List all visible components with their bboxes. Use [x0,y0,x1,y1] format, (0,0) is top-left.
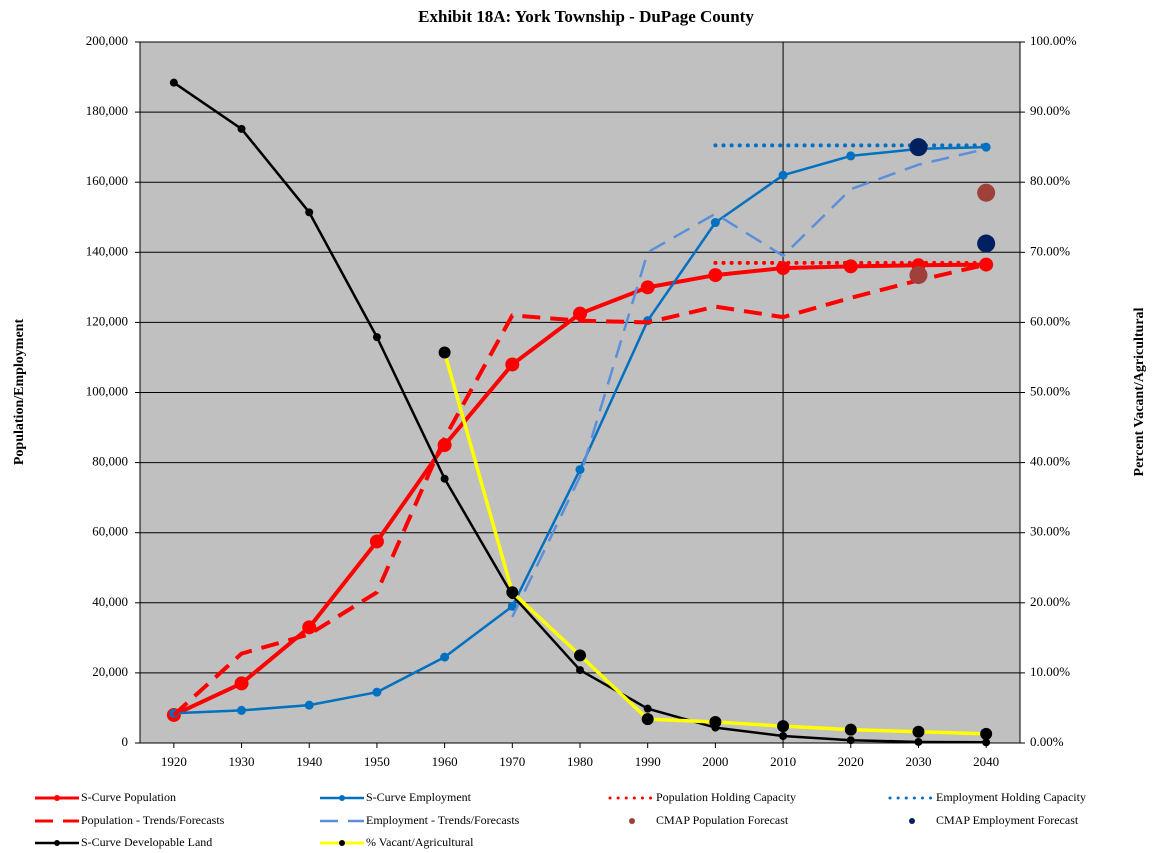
x-tick-label: 2020 [838,754,864,769]
y-tick-label: 80,000 [92,454,128,469]
y2-tick-label: 40.00% [1030,454,1070,469]
y-tick-label: 180,000 [86,103,128,118]
y-tick-label: 0 [122,734,129,749]
x-tick-label: 2030 [905,754,931,769]
legend-label: CMAP Population Forecast [656,813,789,827]
series-marker [304,700,314,710]
series-marker [977,234,996,253]
legend-marker [909,818,915,824]
legend-label: Population Holding Capacity [656,790,796,804]
series-marker [438,346,451,359]
x-tick-label: 1920 [161,754,187,769]
x-tick-label: 2000 [702,754,728,769]
y-tick-label: 40,000 [92,594,128,609]
x-tick-label: 1960 [432,754,458,769]
series-marker [846,736,855,745]
y-tick-label: 140,000 [86,243,128,258]
x-tick-label: 1940 [296,754,322,769]
series-marker [237,124,246,133]
series-marker [641,713,654,726]
y2-tick-label: 20.00% [1030,594,1070,609]
y2-tick-label: 60.00% [1030,313,1070,328]
legend-marker [629,818,635,824]
legend-marker [339,795,345,801]
legend-label: Population - Trends/Forecasts [81,813,225,827]
legend-label: S-Curve Population [81,790,176,804]
series-marker [708,268,723,283]
series-marker [643,704,652,713]
y-axis-label: Population/Employment [12,319,27,466]
y2-tick-label: 10.00% [1030,664,1070,679]
y2-tick-label: 30.00% [1030,524,1070,539]
series-marker [912,725,925,738]
legend-marker [339,840,345,846]
y2-tick-label: 50.00% [1030,383,1070,398]
y-tick-label: 20,000 [92,664,128,679]
x-tick-label: 1950 [364,754,390,769]
y-tick-label: 160,000 [86,173,128,188]
series-marker [169,78,178,87]
series-marker [710,218,720,228]
series-marker [846,151,856,161]
x-tick-label: 2040 [973,754,999,769]
legend-marker [54,840,60,846]
y2-tick-label: 70.00% [1030,243,1070,258]
series-marker [440,652,450,662]
series-marker [914,737,923,746]
y-tick-label: 100,000 [86,383,128,398]
legend-label: S-Curve Employment [366,790,472,804]
series-marker [909,266,928,285]
series-marker [372,687,382,697]
series-marker [640,280,655,295]
chart-title: Exhibit 18A: York Township - DuPage Coun… [418,7,754,26]
x-tick-label: 2010 [770,754,796,769]
legend-label: Employment Holding Capacity [936,790,1086,804]
y2-tick-label: 90.00% [1030,103,1070,118]
plot-border [139,41,1021,744]
series-marker [237,705,247,715]
series-marker [372,333,381,342]
y-tick-label: 120,000 [86,313,128,328]
series-marker [505,357,520,372]
series-marker [507,601,517,611]
series-marker [369,534,384,549]
series-marker [709,715,722,728]
y2-axis-label: Percent Vacant/Agricultural [1132,307,1147,476]
series-marker [575,465,585,475]
legend-marker [54,795,60,801]
series-marker [982,738,991,747]
series-marker [977,183,996,202]
series-marker [576,666,584,675]
series-marker [574,649,586,662]
series-marker [779,731,788,740]
x-tick-label: 1970 [499,754,525,769]
x-tick-label: 1990 [635,754,661,769]
y-tick-label: 60,000 [92,524,128,539]
series-marker [440,474,449,483]
x-tick-label: 1980 [567,754,593,769]
y2-tick-label: 80.00% [1030,173,1070,188]
y-tick-label: 200,000 [86,33,128,48]
series-marker [234,676,249,691]
legend-label: CMAP Employment Forecast [936,813,1079,827]
series-marker [909,138,928,157]
y2-tick-label: 0.00% [1030,734,1064,749]
y2-tick-label: 100.00% [1030,33,1077,48]
series-marker [979,257,994,272]
series-marker [506,586,519,599]
legend-label: % Vacant/Agricultural [366,835,474,849]
series-marker [778,170,788,180]
series-marker [302,620,317,635]
series-marker [844,723,857,736]
series-line [172,262,987,717]
series-marker [980,727,993,740]
series-marker [573,306,587,321]
x-tick-label: 1930 [229,754,255,769]
legend-label: S-Curve Developable Land [81,835,212,849]
series-marker [777,720,790,733]
legend-label: Employment - Trends/Forecasts [366,813,520,827]
series-line [511,147,987,618]
series-marker [305,208,314,217]
